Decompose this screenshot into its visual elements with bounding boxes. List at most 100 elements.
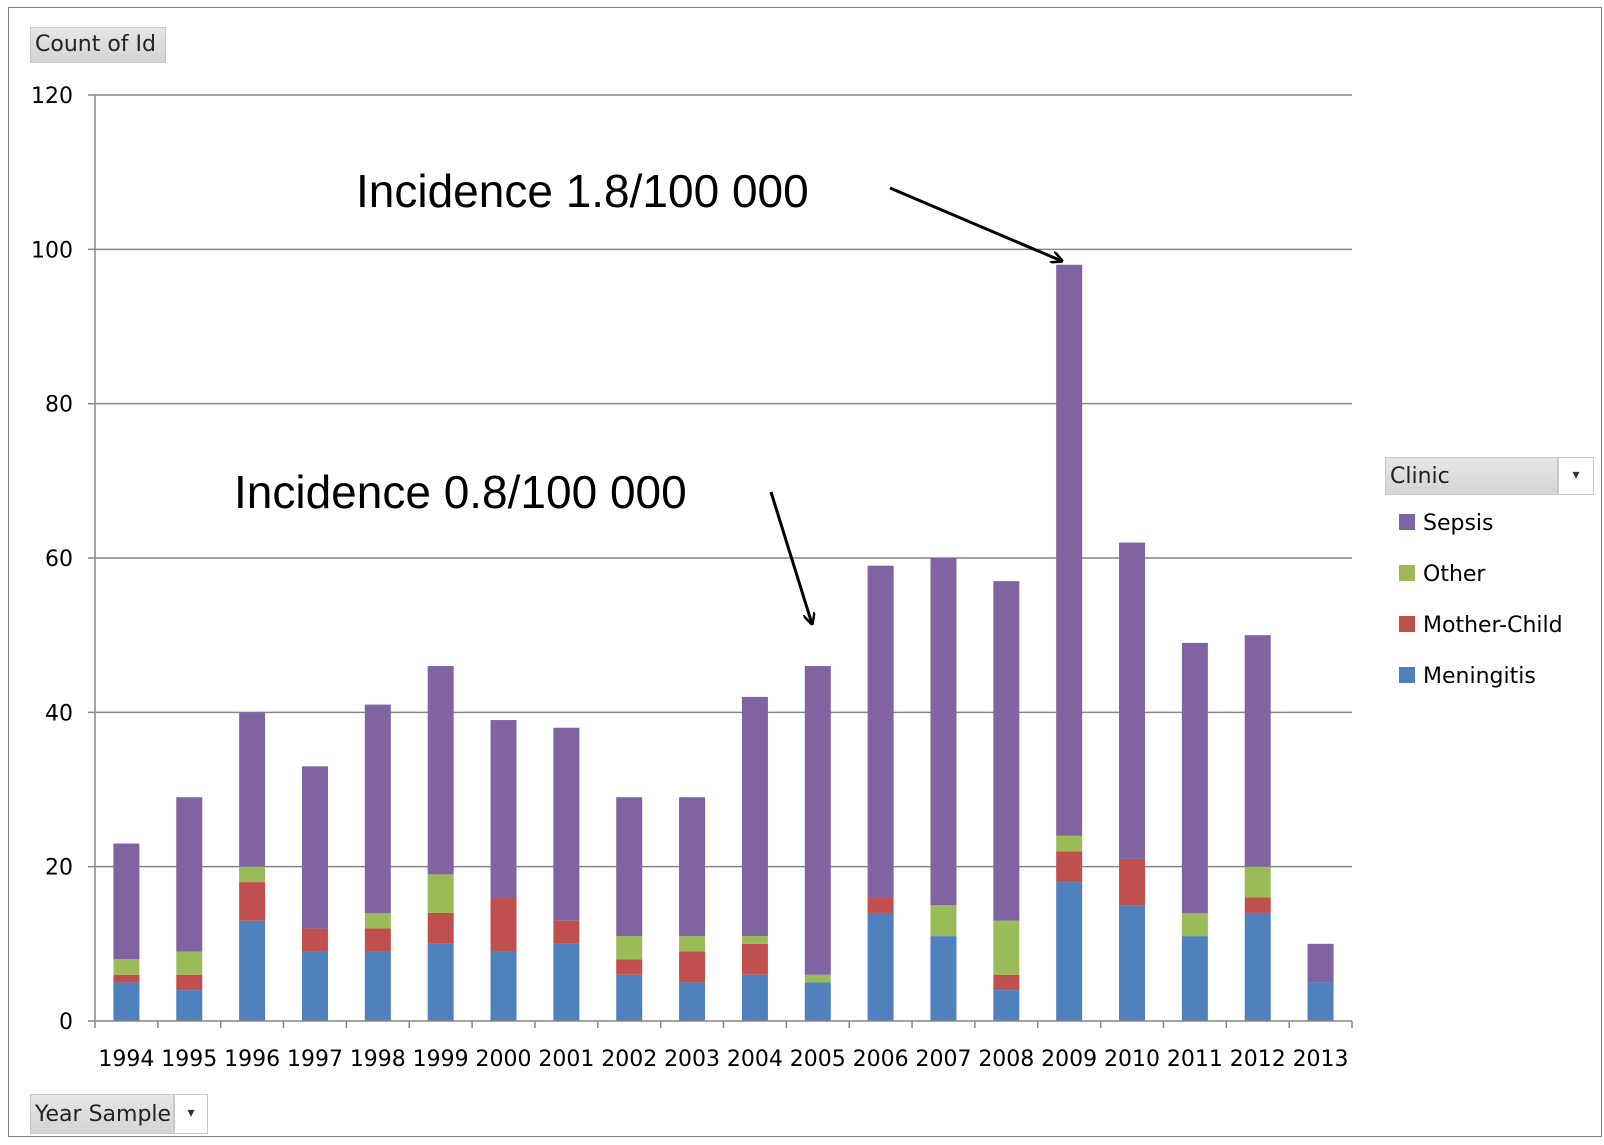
legend-swatch bbox=[1399, 667, 1415, 683]
bar-segment-other bbox=[364, 912, 391, 929]
bar-segment-mother-child bbox=[867, 897, 894, 913]
bar-segment-other bbox=[1056, 835, 1083, 852]
axis-field-button[interactable]: Year Sample bbox=[30, 1094, 174, 1134]
bar-segment-mother-child bbox=[616, 959, 643, 975]
bar-segment-other bbox=[176, 951, 203, 975]
x-tick-label: 2004 bbox=[727, 1047, 783, 1072]
annotation-label: Incidence 1.8/100 000 bbox=[356, 165, 809, 217]
bar-segment-sepsis bbox=[616, 797, 643, 937]
bar-segment-meningitis bbox=[1119, 905, 1146, 1021]
x-tick-label: 1998 bbox=[350, 1047, 406, 1072]
bar-segment-mother-child bbox=[553, 920, 580, 944]
bar-segment-sepsis bbox=[741, 696, 768, 937]
bar-segment-other bbox=[239, 866, 266, 883]
bar-segment-meningitis bbox=[113, 982, 140, 1021]
bar-segment-other bbox=[679, 936, 706, 952]
bar-segment-sepsis bbox=[1056, 264, 1083, 836]
bar-segment-mother-child bbox=[427, 912, 454, 944]
bar-segment-mother-child bbox=[364, 928, 391, 952]
bar-segment-meningitis bbox=[867, 912, 894, 1021]
bar-segment-mother-child bbox=[741, 943, 768, 975]
bar-segment-other bbox=[113, 959, 140, 975]
y-tick-label: 20 bbox=[45, 856, 73, 881]
bar-segment-other bbox=[427, 874, 454, 913]
legend-field-button[interactable]: Clinic bbox=[1385, 457, 1558, 495]
bar-segment-other bbox=[930, 905, 957, 937]
x-tick-label: 1994 bbox=[98, 1047, 154, 1072]
bar-segment-sepsis bbox=[1244, 635, 1271, 867]
annotation-arrow bbox=[889, 186, 1061, 261]
bar-segment-meningitis bbox=[364, 951, 391, 1021]
bar-segment-sepsis bbox=[867, 565, 894, 898]
bar-segment-meningitis bbox=[490, 951, 517, 1021]
bar-segment-meningitis bbox=[301, 951, 328, 1021]
bar-segment-sepsis bbox=[364, 704, 391, 913]
bar-segment-sepsis bbox=[993, 581, 1020, 921]
bar-segment-other bbox=[1181, 912, 1208, 937]
bar-segment-mother-child bbox=[679, 951, 706, 983]
x-tick-label: 2012 bbox=[1230, 1047, 1286, 1072]
x-tick-label: 2010 bbox=[1104, 1047, 1160, 1072]
bar-segment-meningitis bbox=[553, 943, 580, 1021]
bar-segment-mother-child bbox=[301, 928, 328, 952]
y-tick-label: 0 bbox=[59, 1010, 73, 1035]
bar-segment-other bbox=[1244, 866, 1271, 898]
bar-segment-other bbox=[993, 920, 1020, 975]
bar-segment-meningitis bbox=[804, 982, 831, 1021]
annotation-arrow bbox=[769, 491, 812, 623]
bar-segment-sepsis bbox=[804, 666, 831, 975]
legend-label: Mother-Child bbox=[1423, 613, 1563, 638]
bar-segment-sepsis bbox=[113, 843, 140, 960]
bar-segment-meningitis bbox=[176, 990, 203, 1021]
x-tick-label: 2001 bbox=[538, 1047, 594, 1072]
bar-segment-sepsis bbox=[1181, 642, 1208, 913]
bar-segment-mother-child bbox=[490, 897, 517, 952]
bar-segment-meningitis bbox=[1244, 912, 1271, 1021]
legend-label: Meningitis bbox=[1423, 664, 1536, 689]
x-tick-label: 1999 bbox=[413, 1047, 469, 1072]
bar-segment-sepsis bbox=[239, 712, 266, 867]
value-field-button[interactable]: Count of Id bbox=[30, 27, 166, 63]
x-tick-label: 2006 bbox=[853, 1047, 909, 1072]
bar-segment-mother-child bbox=[993, 974, 1020, 991]
bar-segment-sepsis bbox=[176, 797, 203, 952]
legend-label: Sepsis bbox=[1423, 511, 1494, 536]
bar-segment-mother-child bbox=[113, 974, 140, 983]
x-tick-label: 2009 bbox=[1041, 1047, 1097, 1072]
legend-field-dropdown-icon[interactable]: ▾ bbox=[1558, 457, 1594, 495]
x-tick-label: 2011 bbox=[1167, 1047, 1223, 1072]
x-tick-label: 2007 bbox=[915, 1047, 971, 1072]
bar-segment-meningitis bbox=[930, 936, 957, 1021]
y-tick-label: 40 bbox=[45, 701, 73, 726]
bar-segment-meningitis bbox=[741, 974, 768, 1021]
x-tick-label: 1995 bbox=[161, 1047, 217, 1072]
bar-segment-other bbox=[804, 974, 831, 983]
bar-segment-mother-child bbox=[1056, 851, 1083, 883]
bar-segment-meningitis bbox=[679, 982, 706, 1021]
bar-segment-sepsis bbox=[553, 727, 580, 921]
bar-segment-mother-child bbox=[239, 882, 266, 921]
bar-segment-meningitis bbox=[427, 943, 454, 1021]
bar-segment-sepsis bbox=[679, 797, 706, 937]
y-tick-label: 60 bbox=[45, 547, 73, 572]
legend-swatch bbox=[1399, 616, 1415, 632]
axis-field-dropdown-icon[interactable]: ▾ bbox=[174, 1094, 208, 1134]
legend-swatch bbox=[1399, 514, 1415, 530]
annotation-label: Incidence 0.8/100 000 bbox=[234, 466, 687, 518]
bar-segment-meningitis bbox=[1181, 936, 1208, 1021]
bar-segment-other bbox=[741, 936, 768, 944]
y-tick-label: 100 bbox=[31, 238, 73, 263]
bar-segment-meningitis bbox=[1307, 982, 1334, 1021]
legend-swatch bbox=[1399, 565, 1415, 581]
bar-segment-sepsis bbox=[427, 666, 454, 875]
bar-segment-mother-child bbox=[1119, 858, 1146, 906]
bar-segment-other bbox=[616, 936, 643, 960]
x-tick-label: 2003 bbox=[664, 1047, 720, 1072]
legend-label: Other bbox=[1423, 562, 1486, 587]
x-tick-label: 1996 bbox=[224, 1047, 280, 1072]
bar-segment-mother-child bbox=[176, 974, 203, 991]
x-tick-label: 2008 bbox=[978, 1047, 1034, 1072]
x-tick-label: 2013 bbox=[1293, 1047, 1349, 1072]
x-tick-label: 2005 bbox=[790, 1047, 846, 1072]
bar-segment-meningitis bbox=[993, 990, 1020, 1021]
